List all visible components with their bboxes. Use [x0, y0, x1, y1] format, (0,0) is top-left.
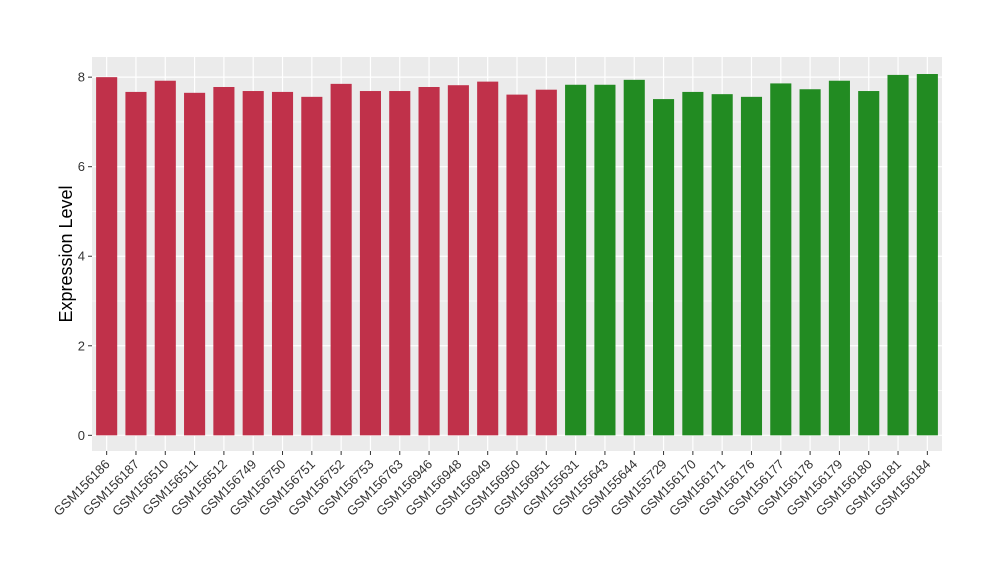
bar-GSM156946: [419, 87, 440, 435]
bar-GSM156753: [360, 91, 381, 435]
bar-GSM155631: [565, 85, 586, 436]
bar-GSM156752: [331, 84, 352, 435]
bar-GSM156512: [213, 87, 234, 435]
x-axis: GSM156186GSM156187GSM156510GSM156511GSM1…: [51, 451, 934, 519]
bar-GSM156180: [858, 91, 879, 435]
y-tick-label: 6: [78, 159, 85, 174]
bar-GSM156751: [301, 97, 322, 435]
y-axis-title: Expression Level: [56, 185, 76, 322]
bar-GSM156170: [682, 92, 703, 435]
bar-GSM156510: [155, 81, 176, 436]
bar-GSM156511: [184, 93, 205, 436]
bar-GSM156763: [389, 91, 410, 435]
bar-GSM156171: [712, 94, 733, 435]
bar-GSM156749: [243, 91, 264, 435]
bar-GSM155729: [653, 99, 674, 435]
bars: [96, 74, 938, 435]
bar-GSM156186: [96, 77, 117, 435]
y-tick-label: 8: [78, 70, 85, 85]
bar-GSM156951: [536, 90, 557, 436]
bar-GSM156181: [887, 75, 908, 435]
bar-GSM156179: [829, 81, 850, 436]
bar-GSM156948: [448, 85, 469, 435]
bar-GSM156949: [477, 82, 498, 436]
bar-GSM156950: [506, 95, 527, 436]
bar-GSM155643: [594, 85, 615, 436]
y-tick-label: 2: [78, 338, 85, 353]
bar-GSM156750: [272, 92, 293, 435]
bar-GSM156178: [800, 89, 821, 435]
y-tick-label: 4: [78, 249, 85, 264]
bar-GSM156177: [770, 83, 791, 435]
bar-GSM156184: [917, 74, 938, 435]
bar-GSM156176: [741, 97, 762, 435]
bar-GSM155644: [624, 80, 645, 435]
bar-GSM156187: [125, 92, 146, 435]
y-axis: 0 2 4 6 8: [78, 70, 92, 443]
y-tick-label: 0: [78, 428, 85, 443]
